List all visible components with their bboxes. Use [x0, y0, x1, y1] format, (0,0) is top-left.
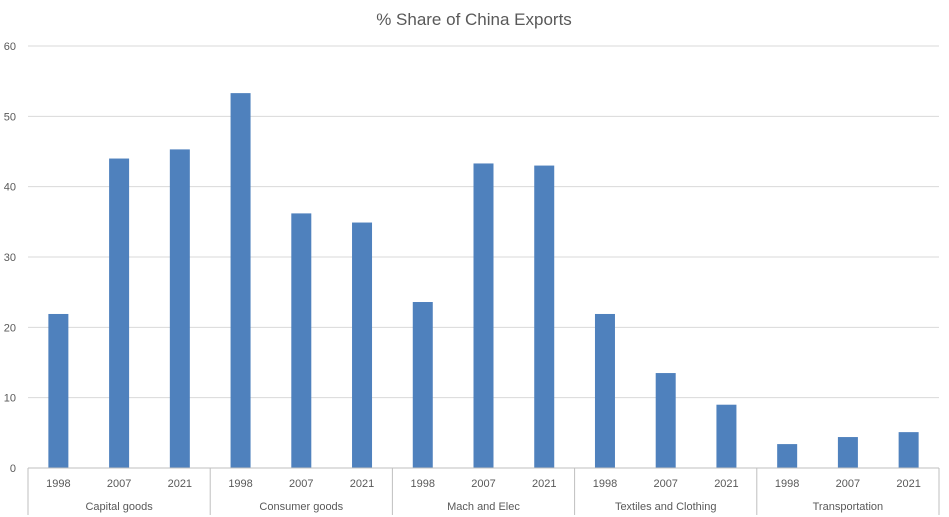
x-tick-label: 2021 [168, 478, 192, 490]
x-axis: 1998 2007 2021 1998 2007 2021 1998 2007 2021 1998… [27, 467, 940, 515]
y-axis-ticks: 0 10 20 30 40 50 60 [4, 41, 16, 475]
y-tick-label: 40 [4, 182, 16, 194]
bar [473, 163, 494, 468]
group-label: Capital goods [85, 501, 153, 513]
bar [837, 437, 858, 468]
y-tick-label: 60 [4, 41, 16, 53]
x-tick-label: 2007 [471, 478, 495, 490]
bar [352, 222, 373, 468]
y-tick-label: 50 [4, 111, 16, 123]
y-tick-label: 0 [10, 463, 16, 475]
y-tick-label: 20 [4, 322, 16, 334]
bar [291, 213, 312, 468]
y-tick-label: 10 [4, 393, 16, 405]
chart-title: % Share of China Exports [376, 10, 572, 29]
bar [594, 313, 615, 468]
x-tick-label: 1998 [775, 478, 799, 490]
x-tick-label: 1998 [46, 478, 70, 490]
group-label: Transportation [813, 501, 884, 513]
bar [716, 404, 737, 468]
bar [655, 373, 676, 468]
bar [169, 149, 190, 468]
y-tick-label: 30 [4, 252, 16, 264]
x-tick-label: 2007 [653, 478, 677, 490]
x-tick-label: 2007 [107, 478, 131, 490]
x-tick-label: 1998 [228, 478, 252, 490]
x-tick-label: 2021 [896, 478, 920, 490]
bar [230, 93, 251, 468]
x-tick-label: 2021 [714, 478, 738, 490]
x-tick-label: 1998 [593, 478, 617, 490]
x-tick-label: 2021 [532, 478, 556, 490]
group-label: Textiles and Clothing [615, 501, 717, 513]
bar [109, 158, 130, 469]
bar [534, 165, 555, 469]
group-label: Consumer goods [259, 501, 343, 513]
group-label: Mach and Elec [447, 501, 520, 513]
bar [412, 302, 433, 468]
bars [48, 93, 919, 469]
x-tick-label: 1998 [411, 478, 435, 490]
x-tick-label: 2007 [289, 478, 313, 490]
x-tick-label: 2007 [836, 478, 860, 490]
bar [48, 313, 69, 468]
bar [777, 444, 798, 468]
bar [898, 432, 919, 468]
x-tick-label: 2021 [350, 478, 374, 490]
